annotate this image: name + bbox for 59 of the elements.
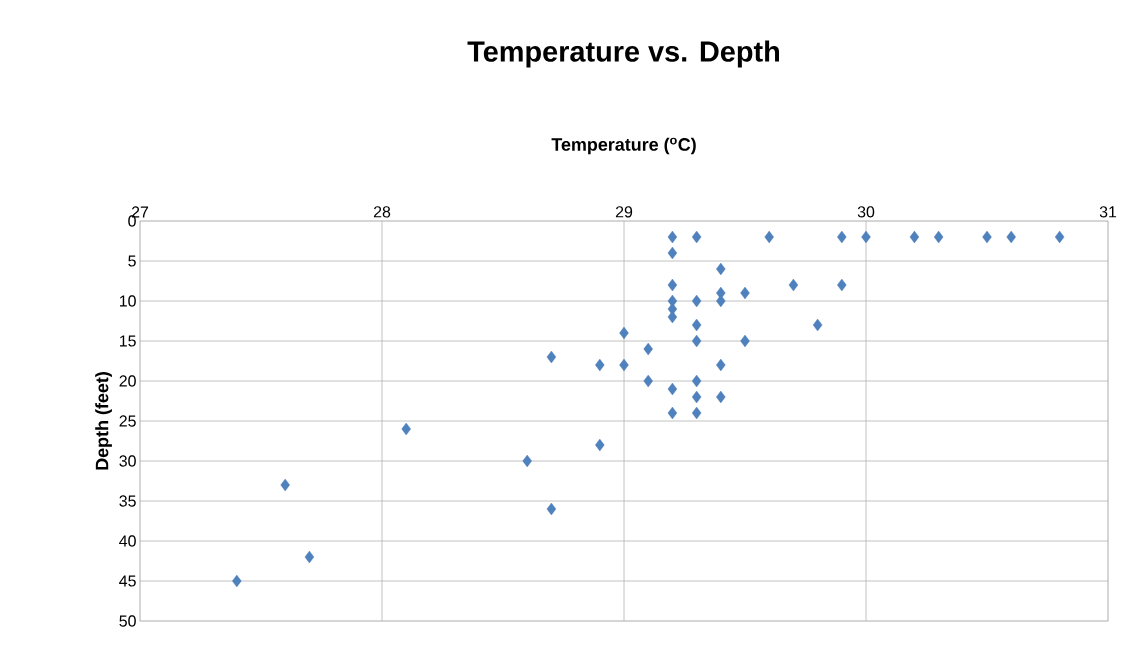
- y-tick-label: 10: [119, 295, 136, 307]
- point: [691, 294, 702, 308]
- point: [982, 230, 992, 244]
- point: [861, 230, 871, 244]
- point: [667, 230, 678, 244]
- point: [691, 406, 702, 420]
- point: [401, 422, 411, 436]
- y-tick-label: 35: [119, 495, 136, 507]
- point: [740, 334, 750, 348]
- y-tick-label: 50: [119, 615, 136, 627]
- point: [837, 230, 847, 244]
- point: [595, 358, 605, 372]
- point: [643, 342, 653, 356]
- point: [740, 286, 750, 300]
- point: [764, 230, 774, 244]
- y-tick-label: 20: [119, 375, 136, 387]
- x-tick-label: 28: [373, 206, 391, 218]
- point: [667, 246, 678, 260]
- point: [546, 350, 557, 364]
- point: [788, 278, 799, 292]
- x-tick-label: 31: [1099, 206, 1117, 218]
- point: [716, 390, 726, 404]
- y-tick-label: 40: [119, 535, 136, 547]
- point: [522, 454, 532, 468]
- point: [667, 382, 678, 396]
- point: [232, 574, 242, 588]
- point: [691, 334, 702, 348]
- y-axis-title: Depth (feet): [95, 372, 112, 470]
- point: [667, 278, 678, 292]
- point: [619, 326, 629, 340]
- point: [716, 262, 726, 276]
- point: [595, 438, 605, 452]
- y-tick-label: 45: [119, 575, 136, 587]
- point: [667, 406, 678, 420]
- point: [933, 230, 944, 244]
- point: [691, 318, 702, 332]
- point: [909, 230, 920, 244]
- point: [691, 374, 702, 388]
- point: [691, 230, 702, 244]
- point: [280, 478, 290, 492]
- point: [812, 318, 823, 332]
- chart-title: Temperature vs. Depth: [467, 40, 779, 68]
- point: [837, 278, 847, 292]
- y-tick-label: 5: [128, 255, 136, 267]
- y-tick-label: 30: [119, 455, 136, 467]
- point: [691, 390, 702, 404]
- x-tick-label: 29: [615, 206, 633, 218]
- x-tick-label: 30: [857, 206, 875, 218]
- point: [716, 358, 726, 372]
- point: [716, 294, 726, 308]
- point: [1006, 230, 1016, 244]
- x-axis-title: Temperature ($^{o}$C): [551, 137, 696, 155]
- point: [1054, 230, 1065, 244]
- point: [546, 502, 557, 516]
- point: [619, 358, 629, 372]
- point: [643, 374, 653, 388]
- point: [304, 550, 315, 564]
- y-tick-label: 15: [119, 335, 136, 347]
- y-tick-label: 25: [119, 415, 136, 427]
